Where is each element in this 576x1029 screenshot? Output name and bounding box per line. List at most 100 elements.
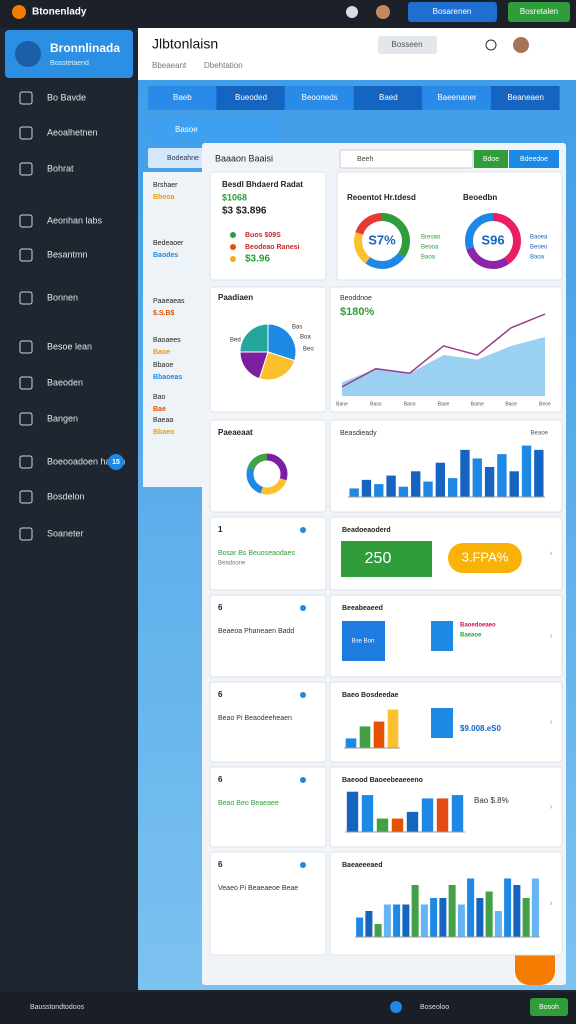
- menu-item: Aeoalhetnen: [47, 127, 98, 137]
- panel-button[interactable]: [509, 150, 559, 168]
- tab[interactable]: [285, 86, 353, 110]
- search-label: Bodeahne: [167, 155, 199, 162]
- x-tick-label: Baoe: [505, 401, 517, 407]
- card-title: Baeo Bosdeedae: [342, 692, 399, 699]
- card-title: Beoddnoe: [340, 295, 372, 302]
- legend-swatch: [431, 708, 453, 738]
- menu-icon[interactable]: [19, 214, 33, 228]
- menu-icon[interactable]: [19, 91, 33, 105]
- menu-icon[interactable]: [19, 162, 33, 176]
- subnav-search[interactable]: [148, 148, 205, 168]
- panel-title: Baaaon Baaisi: [215, 153, 273, 163]
- panel-button[interactable]: [474, 150, 508, 168]
- legend-dot: [230, 244, 236, 250]
- bar: [398, 486, 409, 497]
- bar: [521, 445, 532, 497]
- bar: [485, 891, 493, 937]
- legend-label: Buos $09S: [245, 232, 281, 239]
- pie-slice: [267, 323, 297, 362]
- card: [209, 766, 327, 848]
- bar: [497, 454, 507, 497]
- row-number: 1: [218, 525, 223, 534]
- row-icon: [300, 862, 306, 868]
- menu-item: Bo Bavde: [47, 92, 86, 102]
- bar: [423, 481, 433, 497]
- bar: [359, 726, 371, 748]
- chevron[interactable]: ›: [550, 802, 553, 811]
- menu-item: Bosdelon: [47, 491, 85, 501]
- kpi-value: 250: [365, 550, 392, 567]
- card: [209, 851, 327, 956]
- tab[interactable]: [422, 86, 491, 110]
- legend-label: Beooa: [421, 245, 439, 251]
- donut-segment: [246, 453, 288, 495]
- footer-button[interactable]: [530, 998, 568, 1016]
- bar: [411, 471, 421, 497]
- menu-icon[interactable]: [19, 126, 33, 140]
- search-icon[interactable]: [485, 39, 497, 51]
- row-text: Veaeo Pi Beaeaeoe Beae: [218, 885, 298, 892]
- header-search[interactable]: [378, 36, 437, 54]
- chevron[interactable]: ›: [550, 899, 553, 908]
- menu-icon[interactable]: [19, 412, 33, 426]
- tab-label: Baed: [379, 93, 398, 102]
- footer-text: Bausstondtodoos: [30, 1004, 85, 1011]
- tab[interactable]: [491, 86, 559, 110]
- pie-label: Bas: [292, 325, 302, 331]
- list-title: Bbaoe: [153, 362, 173, 369]
- bar: [387, 709, 399, 748]
- action-button[interactable]: [508, 2, 570, 22]
- footer-icon: [390, 1001, 402, 1013]
- kpi-pill: [448, 543, 522, 573]
- tab[interactable]: [148, 86, 216, 110]
- x-tick-label: Baso: [370, 401, 382, 407]
- row-number: 6: [218, 690, 223, 699]
- bar: [393, 904, 401, 937]
- list-value: Baoe: [153, 349, 170, 356]
- bar: [430, 898, 438, 937]
- donut-segment: [354, 213, 410, 269]
- tab-label: Baeenaner: [437, 93, 476, 102]
- menu-icon[interactable]: [19, 376, 33, 390]
- account-button[interactable]: [408, 2, 497, 22]
- menu-item: Besoe lean: [47, 341, 92, 351]
- row-number: 6: [218, 775, 223, 784]
- bar: [391, 818, 404, 832]
- chevron[interactable]: ›: [550, 549, 553, 558]
- tab[interactable]: [354, 86, 422, 110]
- menu-icon[interactable]: [19, 340, 33, 354]
- menu-icon[interactable]: [19, 527, 33, 541]
- avatar[interactable]: [376, 5, 390, 19]
- x-tick-label: Beoe: [539, 401, 551, 407]
- legend-label: Baoa: [421, 255, 436, 261]
- panel-search[interactable]: [339, 149, 474, 169]
- brand: Btonenlady: [32, 7, 87, 18]
- subnav-button[interactable]: [148, 118, 280, 142]
- help-icon[interactable]: [346, 6, 358, 18]
- card: [209, 594, 327, 678]
- menu-icon[interactable]: [19, 291, 33, 305]
- x-tick-label: Bano: [404, 401, 416, 407]
- legend-dot: [230, 256, 236, 262]
- chevron[interactable]: ›: [550, 631, 553, 640]
- bar: [356, 917, 364, 937]
- menu-icon[interactable]: [19, 248, 33, 262]
- tab[interactable]: [216, 86, 285, 110]
- bar: [513, 885, 521, 937]
- user-avatar[interactable]: [513, 37, 529, 53]
- chevron[interactable]: ›: [550, 717, 553, 726]
- kpi-title: Besdl Bhdaerd Radat: [222, 180, 303, 189]
- menu-icon[interactable]: [19, 455, 33, 469]
- pie-label: Bed: [230, 338, 241, 344]
- bar: [374, 484, 384, 497]
- badge: [108, 454, 124, 470]
- list-value: Bbaeo: [153, 429, 174, 436]
- box-label: Bse Bon: [352, 639, 375, 645]
- legend-label: Beodeao Ranesi: [245, 244, 300, 251]
- menu-icon[interactable]: [19, 490, 33, 504]
- row-text: Beao Beo Beaeaee: [218, 800, 279, 807]
- list-value: Bbeoa: [153, 194, 175, 201]
- list-value: Bbaoeas: [153, 374, 182, 381]
- legend-label: Baoa: [530, 255, 545, 261]
- bar: [374, 924, 382, 937]
